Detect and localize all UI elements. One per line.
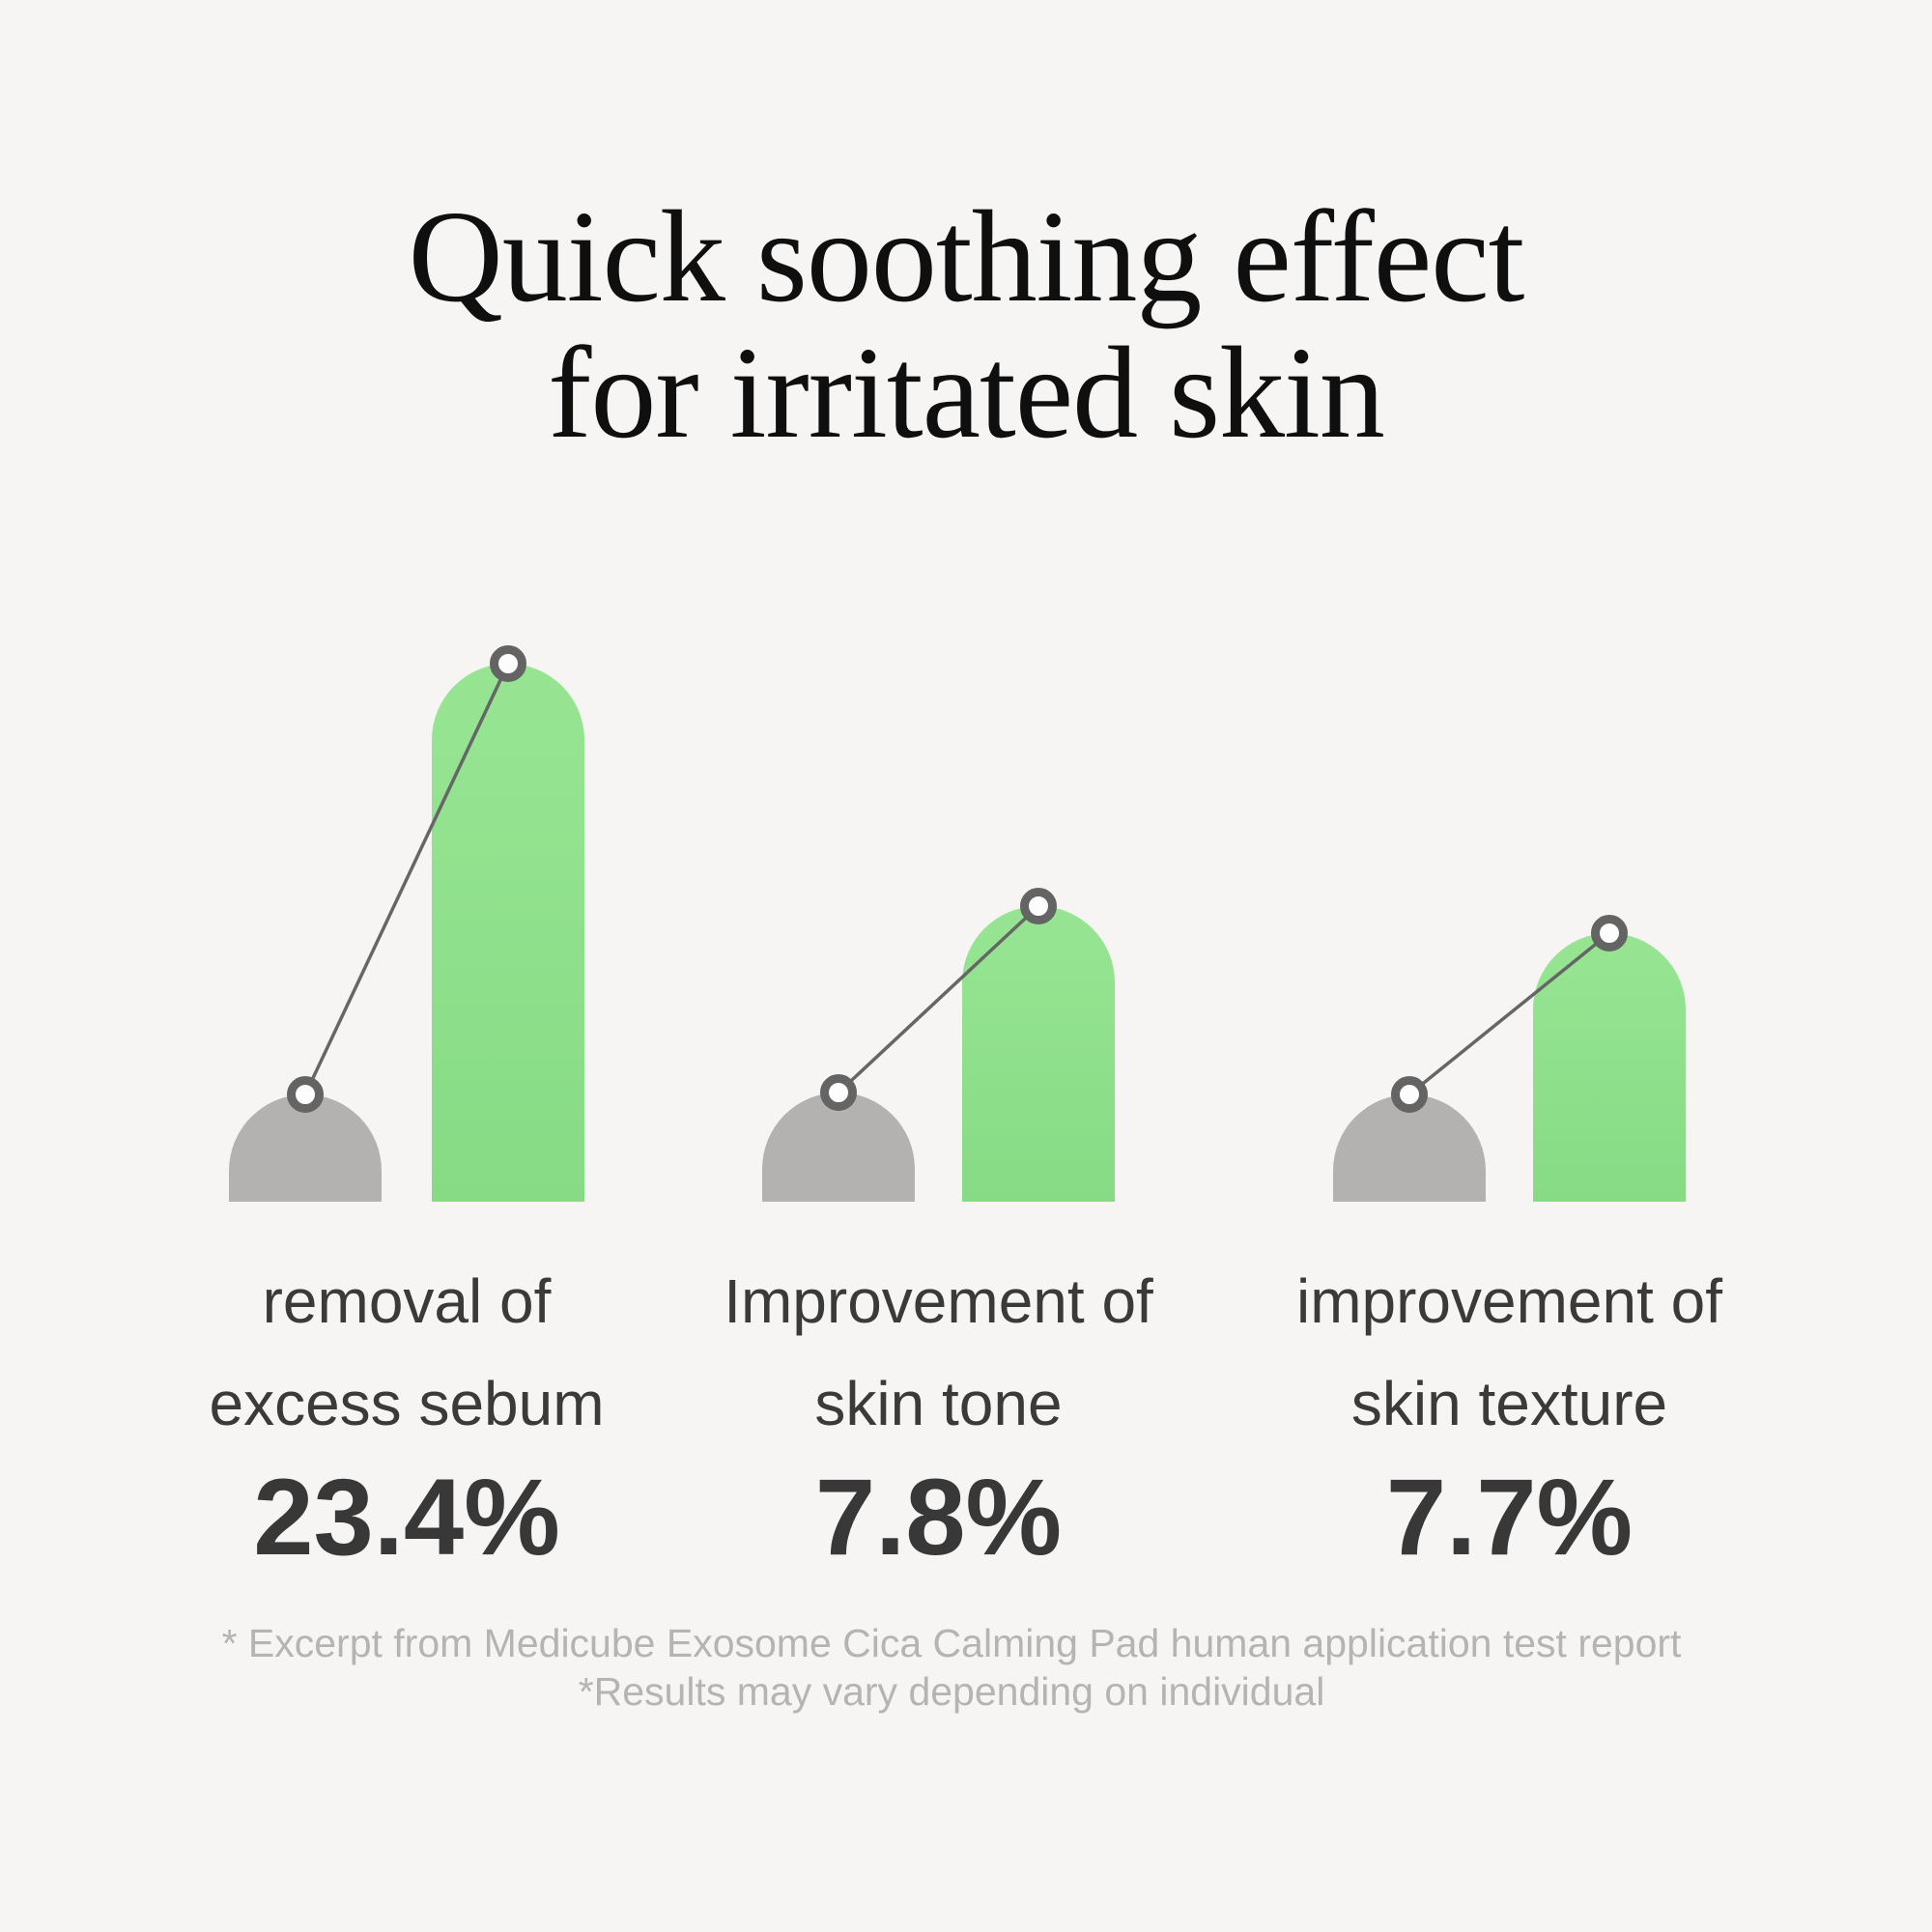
footnote: * Excerpt from Medicube Exosome Cica Cal… [0,1619,1918,1716]
improvement-value: 7.7% [1385,1457,1634,1577]
improvement-value: 7.8% [814,1457,1063,1577]
title-line1: Quick soothing effect [408,185,1525,329]
before-marker [820,1074,857,1111]
before-marker [1391,1076,1428,1113]
page-title: Quick soothing effect for irritated skin [0,185,1932,467]
after-bar [432,664,584,1202]
caption-line2: skin tone [814,1369,1063,1438]
title-line2: for irritated skin [548,321,1385,467]
caption-line1: Improvement of [724,1266,1153,1336]
caption-line1: improvement of [1295,1266,1723,1336]
after-marker [1591,915,1628,952]
caption-skin-texture: improvement of skin texture 7.7% [1172,1250,1848,1582]
footnote-line2: *Results may vary depending on individua… [578,1669,1325,1714]
before-marker [287,1076,324,1113]
caption-sebum: removal of excess sebum 23.4% [69,1250,745,1582]
after-bar [962,906,1115,1202]
caption-line2: skin texture [1350,1369,1668,1438]
after-marker [1020,888,1057,924]
after-bar [1533,933,1686,1202]
caption-line2: excess sebum [209,1369,605,1438]
improvement-value: 23.4% [253,1457,560,1577]
caption-skin-tone: Improvement of skin tone 7.8% [601,1250,1277,1582]
footnote-line1: * Excerpt from Medicube Exosome Cica Cal… [221,1621,1682,1665]
caption-line1: removal of [262,1266,552,1336]
after-marker [490,645,526,682]
